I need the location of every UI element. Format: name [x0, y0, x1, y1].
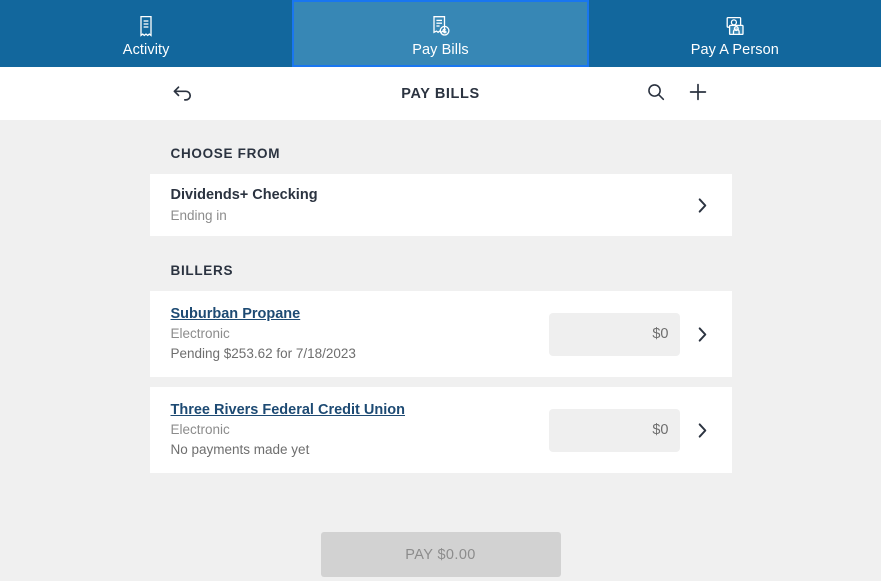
chevron-right-icon[interactable] — [694, 419, 712, 441]
page-title: PAY BILLS — [401, 85, 480, 102]
biller-method-0: Electronic — [170, 325, 230, 341]
biller-card-0: Suburban Propane Electronic Pending $253… — [149, 291, 732, 377]
pay-button[interactable]: PAY $0.00 — [320, 532, 561, 577]
biller-card-1: Three Rivers Federal Credit Union Electr… — [149, 387, 732, 473]
biller-info-1: Three Rivers Federal Credit Union Electr… — [171, 401, 549, 460]
pay-bar: PAY $0.00 — [0, 532, 881, 577]
back-button[interactable] — [168, 79, 198, 109]
tab-pay-bills-label: Pay Bills — [412, 41, 469, 58]
chevron-right-icon[interactable] — [694, 323, 712, 345]
tab-activity[interactable]: Activity — [0, 0, 293, 67]
account-name: Dividends+ Checking — [170, 186, 318, 203]
biller-info-0: Suburban Propane Electronic Pending $253… — [171, 305, 549, 364]
account-subtext: Ending in — [170, 207, 227, 223]
biller-method-1: Electronic — [170, 421, 230, 437]
back-arrow-icon — [170, 79, 196, 108]
biller-name-link-1[interactable]: Three Rivers Federal Credit Union — [170, 401, 405, 418]
biller-status-0: Pending $253.62 for 7/18/2023 — [170, 345, 356, 361]
choose-from-card: Dividends+ Checking Ending in — [149, 174, 732, 236]
billers-heading: BILLERS — [170, 263, 234, 278]
tab-pay-bills[interactable]: Pay Bills — [292, 0, 589, 67]
bill-dollar-icon — [428, 14, 452, 38]
page-header: PAY BILLS — [0, 67, 881, 120]
page-content: CHOOSE FROM Dividends+ Checking Ending i… — [0, 120, 881, 581]
choose-from-heading: CHOOSE FROM — [170, 146, 281, 161]
tab-pay-a-person[interactable]: Pay A Person — [588, 0, 881, 67]
add-biller-button[interactable] — [685, 81, 711, 107]
chevron-right-icon[interactable] — [694, 194, 712, 216]
tab-pay-a-person-label: Pay A Person — [690, 41, 779, 58]
search-button[interactable] — [643, 81, 669, 107]
tab-activity-label: Activity — [122, 41, 170, 58]
receipt-icon — [134, 14, 158, 38]
table-row[interactable]: Three Rivers Federal Credit Union Electr… — [150, 387, 732, 473]
search-icon — [645, 81, 667, 106]
cash-person-icon — [723, 14, 747, 38]
biller-status-1: No payments made yet — [170, 441, 310, 457]
amount-input-0[interactable] — [548, 312, 680, 356]
main-tabbar: Activity Pay Bills Pay A Person — [0, 0, 881, 67]
content-wrap: CHOOSE FROM Dividends+ Checking Ending i… — [149, 120, 732, 473]
account-row[interactable]: Dividends+ Checking Ending in — [150, 174, 732, 236]
biller-name-link-0[interactable]: Suburban Propane — [170, 305, 301, 322]
account-info: Dividends+ Checking Ending in — [171, 186, 694, 225]
header-actions — [643, 81, 711, 107]
plus-icon — [686, 80, 710, 107]
table-row[interactable]: Suburban Propane Electronic Pending $253… — [150, 291, 732, 377]
amount-input-1[interactable] — [548, 408, 680, 452]
